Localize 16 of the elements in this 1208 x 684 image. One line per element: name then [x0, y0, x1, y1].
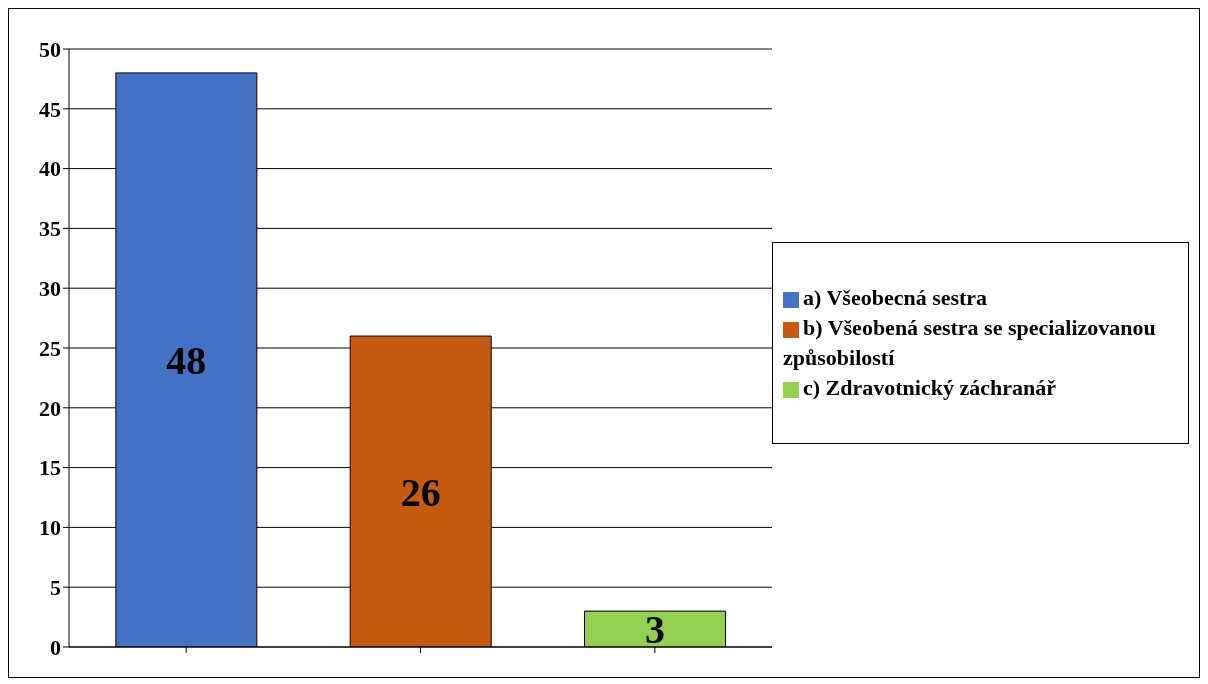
y-tick-label: 35: [39, 216, 61, 242]
data-label: 48: [166, 338, 207, 384]
legend-label: a) Všeobecná sestra: [803, 285, 988, 310]
data-label: 26: [400, 469, 441, 515]
y-tick-label: 5: [50, 575, 61, 601]
y-tick-label: 20: [39, 395, 61, 421]
y-tick-label: 10: [39, 515, 61, 541]
y-tick-label: 15: [39, 455, 61, 481]
y-tick-label: 0: [50, 634, 61, 660]
y-tick-label: 30: [39, 276, 61, 302]
y-tick-label: 50: [39, 36, 61, 62]
y-tick-label: 25: [39, 335, 61, 361]
legend-label: c) Zdravotnický záchranář: [803, 375, 1056, 400]
y-tick-label: 45: [39, 96, 61, 122]
y-tick-label: 40: [39, 156, 61, 182]
data-label: 3: [645, 607, 666, 653]
